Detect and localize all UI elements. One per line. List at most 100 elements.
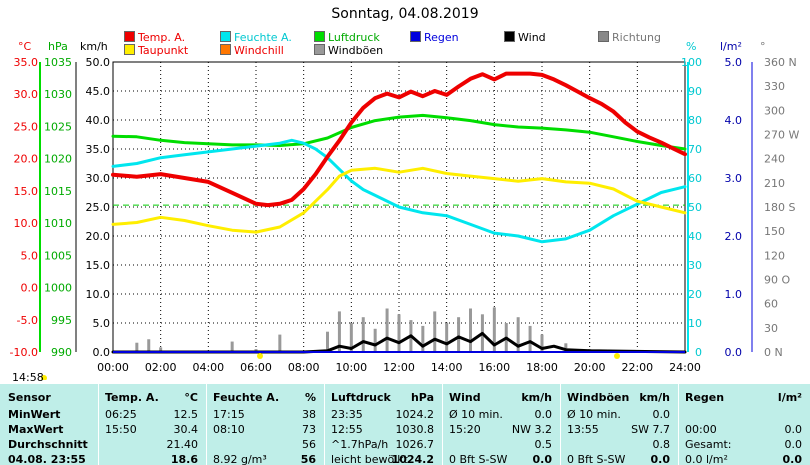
legend-temp-swatch (124, 31, 135, 42)
pressure-tick-label: 1000 (44, 282, 72, 295)
stats-cell-regen-time: 0.0 l/m² (685, 453, 728, 465)
legend-feuchte: Feuchte A. (220, 31, 292, 44)
x-tick-label: 20:00 (574, 361, 606, 374)
stats-cell-wind: Ø 10 min. 0.0 (443, 407, 560, 422)
direction-tick-label: 330 (764, 80, 785, 93)
legend-windboen: Windböen (314, 44, 383, 57)
stats-cell-temp-value: 30.4 (173, 423, 199, 436)
wind-gust-bar (540, 334, 544, 352)
header-boen-label: Windböen (567, 391, 630, 404)
humidity-tick-label: 20 (688, 288, 702, 301)
row-label-avg: Durchschnitt (0, 437, 98, 452)
stats-divider (98, 384, 99, 465)
legend-taupunkt-swatch (124, 44, 135, 55)
wind-tick-label: 0.0 (93, 346, 111, 359)
x-tick-label: 00:00 (97, 361, 129, 374)
temp-tick-label: -10.0 (10, 346, 38, 359)
stats-cell-feuchte-time: 8.92 g/m³ (213, 453, 267, 465)
wind-tick-label: 30.0 (86, 172, 111, 185)
wind-gust-bar (326, 331, 329, 352)
pressure-tick-label: 1015 (44, 185, 72, 198)
wind-gust-bar (159, 347, 163, 352)
stats-cell-druck-time: leicht bewölkt (331, 453, 408, 465)
series-line-taupunkt (111, 166, 687, 234)
stats-col-wind: Wind km/h Ø 10 min. 0.0 15:20 NW 3.2 0.5 0 Bft … (443, 384, 560, 465)
rain-tick-label: 1.0 (725, 288, 743, 301)
stats-cell-wind-value: 0.5 (534, 438, 553, 451)
wind-tick-label: 35.0 (86, 143, 111, 156)
temp-tick-label: 35.0 (14, 56, 39, 69)
stats-cell-feuchte-time: 08:10 (213, 423, 245, 436)
header-regen-unit: l/m² (777, 391, 802, 404)
stats-cell-boen-time: 13:55 (567, 423, 599, 436)
direction-tick-label: 60 (764, 298, 778, 311)
legend-regen-label: Regen (424, 31, 459, 44)
legend-regen: Regen (410, 31, 459, 44)
rain-tick-label: 5.0 (725, 56, 743, 69)
wind-gust-bar (516, 317, 520, 352)
legend-wind: Wind (504, 31, 546, 44)
series-line-wind (111, 331, 687, 354)
legend-luftdruck: Luftdruck (314, 31, 380, 44)
x-tick-label: 18:00 (526, 361, 558, 374)
legend-feuchte-label: Feuchte A. (234, 31, 292, 44)
stats-col-druck: Luftdruck hPa 23:35 1024.2 12:55 1030.8 ^1.7hP… (325, 384, 442, 465)
pressure-tick-label: 995 (51, 314, 72, 327)
legend-luftdruck-label: Luftdruck (328, 31, 380, 44)
header-feuchte: Feuchte A.% (207, 390, 324, 405)
temp-tick-label: 5.0 (21, 249, 39, 262)
wind-tick-label: 50.0 (86, 56, 111, 69)
direction-tick-label: 90 O (764, 274, 790, 287)
stats-cell-druck: 23:35 1024.2 (325, 407, 442, 422)
stats-cell-feuchte-value: 56 (302, 438, 316, 451)
series-line-feuchte (111, 138, 687, 244)
legend-luftdruck-swatch (314, 31, 325, 42)
header-regen-label: Regen (685, 391, 725, 404)
pressure-tick-label: 990 (51, 346, 72, 359)
stats-cell-feuchte-value: 73 (302, 423, 316, 436)
x-tick-label: 06:00 (240, 361, 272, 374)
wind-axis-unit: km/h (80, 40, 108, 53)
pressure-tick-label: 1005 (44, 249, 72, 262)
temp-tick-label: 15.0 (14, 185, 39, 198)
wind-tick-label: 20.0 (86, 230, 111, 243)
legend-windchill-swatch (220, 44, 231, 55)
row-label-current: 04.08. 23:55 (0, 452, 98, 465)
header-temp-unit: °C (184, 391, 198, 404)
wind-tick-label: 10.0 (86, 288, 111, 301)
wind-tick-label: 25.0 (86, 201, 111, 214)
row-label-min-text: MinWert (8, 408, 61, 421)
legend-taupunkt: Taupunkt (124, 44, 188, 57)
rain-axis-unit: l/m² (720, 40, 742, 53)
direction-tick-label: 120 (764, 249, 785, 262)
legend-wind-swatch (504, 31, 515, 42)
pressure-tick-label: 1010 (44, 217, 72, 230)
wind-gust-bar (469, 308, 472, 352)
header-feuchte-unit: % (304, 391, 316, 404)
humidity-tick-label: 10 (688, 317, 702, 330)
x-tick-label: 14:00 (431, 361, 463, 374)
series-line-luftdruck (111, 113, 687, 151)
stats-cell-wind-time: Ø 10 min. (449, 408, 503, 421)
direction-axis-unit: ° (760, 40, 766, 53)
stats-col-boen: Windböen km/h Ø 10 min. 0.0 13:55 SW 7.7 0.8 0 … (561, 384, 678, 465)
stats-cell-wind-value: 0.0 (534, 408, 553, 421)
stats-col-regen: Regen l/m² 00:00 0.0 Gesamt: 0.0 0.0 l/m² 0.0 (679, 384, 810, 465)
row-label-max: MaxWert (0, 422, 98, 437)
legend-wind-label: Wind (518, 31, 546, 44)
stats-cell-regen: Gesamt: 0.0 (679, 437, 810, 452)
legend-windboen-label: Windböen (328, 44, 384, 57)
humidity-tick-label: 70 (688, 143, 702, 156)
stats-cell-temp: 18.6 (99, 452, 206, 465)
wind-gust-bar (445, 323, 449, 352)
stats-cell-temp-value: 18.6 (170, 453, 198, 465)
stats-cell-wind-time: 15:20 (449, 423, 481, 436)
stats-divider (442, 384, 443, 465)
stats-cell-regen (679, 407, 810, 422)
legend-regen-swatch (410, 31, 421, 42)
humidity-tick-label: 50 (688, 201, 702, 214)
stats-cell-wind: 15:20 NW 3.2 (443, 422, 560, 437)
stats-cell-boen: 13:55 SW 7.7 (561, 422, 678, 437)
stats-cell-boen: Ø 10 min. 0.0 (561, 407, 678, 422)
stats-col-feuchte: Feuchte A.% 17:15 38 08:10 73 56 8.92 g/m³ 56 (207, 384, 324, 465)
